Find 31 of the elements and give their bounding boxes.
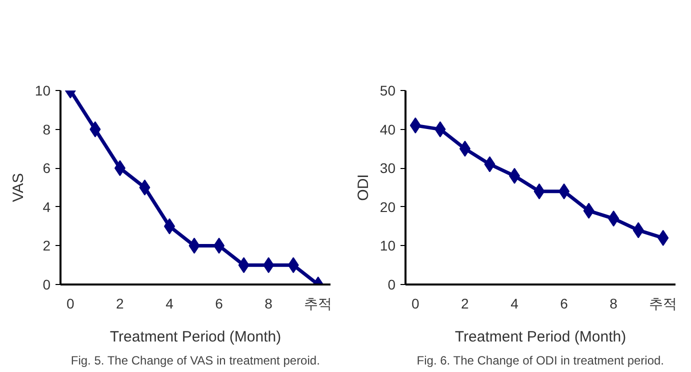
x-tick-label: 4 [510, 296, 519, 312]
y-tick-label: 10 [34, 82, 51, 98]
y-axis-title: VAS [10, 173, 27, 202]
y-tick-label: 10 [380, 238, 396, 254]
x-tick-label: 6 [215, 296, 224, 312]
x-tick-label: 8 [610, 296, 618, 312]
y-tick-label: 8 [42, 121, 51, 138]
y-tick-label: 50 [380, 82, 396, 98]
y-tick-label: 40 [380, 121, 396, 138]
y-tick-label: 30 [380, 160, 396, 176]
x-tick-label: 추적 [304, 296, 332, 312]
y-tick-label: 2 [42, 238, 51, 254]
x-tick-label: 4 [166, 296, 174, 312]
y-tick-label: 4 [42, 198, 51, 215]
caption: Fig. 6. The Change of ODI in treatment period. [416, 354, 664, 368]
x-tick-label: 6 [560, 296, 568, 312]
x-tick-label: 8 [264, 296, 273, 312]
y-tick-label: 0 [388, 276, 396, 292]
x-tick-label: 2 [116, 296, 124, 312]
point [139, 180, 150, 196]
y-axis-title: ODI [354, 174, 372, 201]
caption: Fig. 5. The Change of VAS in treatment peroid. [70, 354, 320, 368]
x-tick-label: 추적 [649, 296, 678, 312]
x-tick-label: 2 [461, 296, 470, 312]
x-axis-title: Treatment Period (Month) [110, 328, 282, 346]
x-tick-label: 0 [412, 296, 420, 312]
y-tick-label: 0 [42, 276, 51, 292]
x-axis-title: Treatment Period (Month) [454, 328, 626, 346]
y-tick-label: 20 [380, 198, 396, 215]
y-tick-label: 6 [42, 160, 51, 176]
x-tick-label: 0 [66, 296, 75, 312]
